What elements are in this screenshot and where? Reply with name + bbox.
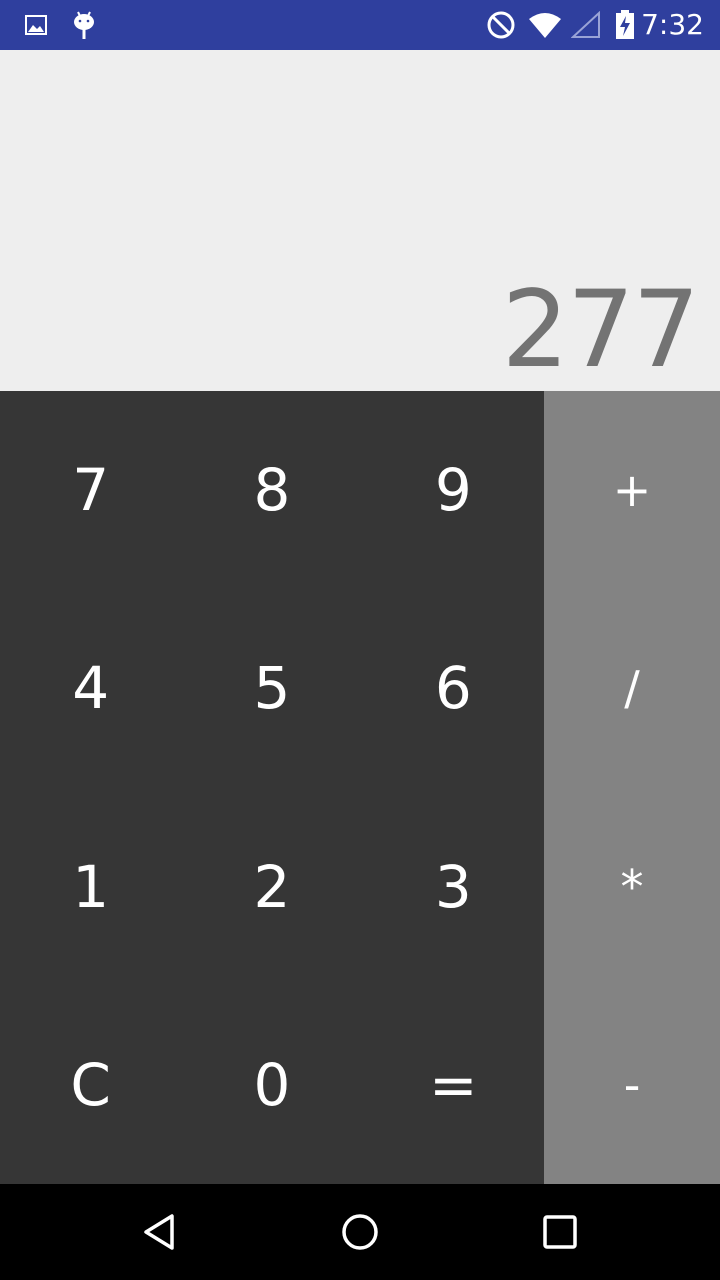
key-5[interactable]: 5: [253, 654, 291, 723]
key-9[interactable]: 9: [434, 456, 472, 525]
status-bar: 7:32: [0, 0, 720, 50]
key-0[interactable]: 0: [253, 1050, 291, 1119]
key-2[interactable]: 2: [253, 852, 291, 921]
wifi-icon: [527, 0, 563, 50]
equals-button[interactable]: =: [429, 1050, 478, 1119]
battery-charging-icon: [612, 0, 638, 50]
do-not-disturb-icon: [484, 0, 518, 50]
divide-button[interactable]: /: [624, 661, 640, 716]
result-display: 277: [0, 50, 720, 391]
cellular-signal-icon: [570, 0, 602, 50]
operator-keypad: + / * -: [544, 391, 720, 1184]
multiply-button[interactable]: *: [620, 859, 644, 914]
recents-icon[interactable]: [500, 1184, 620, 1280]
navigation-bar: [0, 1184, 720, 1280]
result-value: 277: [501, 268, 700, 391]
number-keypad: 7 8 9 4 5 6 1 2 3 C 0 =: [0, 391, 544, 1184]
subtract-button[interactable]: -: [623, 1057, 641, 1112]
clear-button[interactable]: C: [70, 1050, 111, 1119]
key-4[interactable]: 4: [72, 654, 110, 723]
home-icon[interactable]: [300, 1184, 420, 1280]
status-time: 7:32: [641, 8, 704, 41]
back-icon[interactable]: [100, 1184, 220, 1280]
key-6[interactable]: 6: [434, 654, 472, 723]
key-7[interactable]: 7: [72, 456, 110, 525]
key-8[interactable]: 8: [253, 456, 291, 525]
key-3[interactable]: 3: [434, 852, 472, 921]
image-icon: [22, 0, 50, 50]
key-1[interactable]: 1: [72, 852, 110, 921]
android-debug-icon: [70, 0, 98, 50]
add-button[interactable]: +: [612, 463, 652, 518]
